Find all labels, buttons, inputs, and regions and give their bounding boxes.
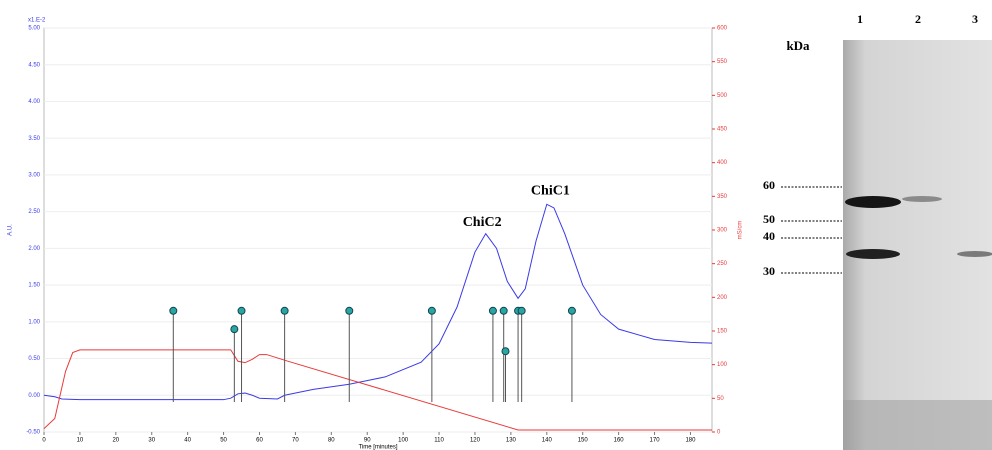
y-tick-label: 2.00	[28, 246, 40, 252]
y2-tick-label: 500	[717, 93, 728, 99]
band	[902, 196, 942, 202]
gel-image	[843, 40, 992, 450]
annotation: ChiC2	[463, 215, 502, 230]
x-tick-label: 70	[292, 438, 299, 444]
x-tick-label: 160	[614, 438, 625, 444]
gel-edge	[843, 400, 992, 450]
figure: kDa -0.50 0.00 0.50 1.00 1.50 2.00 2.50 3.00 3.5…	[0, 0, 992, 450]
y2-tick-label: 300	[717, 228, 728, 234]
y2-tick-label: 550	[717, 59, 728, 65]
marker	[518, 307, 525, 314]
y-tick-label: 0.50	[28, 356, 40, 362]
x-tick-label: 110	[434, 438, 444, 444]
x-tick-label: 50	[220, 438, 227, 444]
lane-label: 2	[915, 12, 921, 26]
x-tick-label: 0	[42, 438, 46, 444]
lane-label: 1	[857, 12, 863, 26]
x-tick-label: 60	[256, 438, 263, 444]
x-tick-label: 180	[685, 438, 696, 444]
y2-tick-label: 150	[717, 329, 728, 335]
gel: kDa	[786, 38, 992, 450]
y-tick-label: 3.50	[28, 136, 40, 142]
x-tick-label: 150	[578, 438, 589, 444]
y2-tick-label: 250	[717, 261, 728, 267]
marker	[489, 307, 496, 314]
y2-tick-label: 600	[717, 26, 728, 32]
y-axis-label: A.U.	[8, 224, 14, 236]
x-axis-label: Time [minutes]	[358, 445, 397, 450]
marker	[231, 326, 238, 333]
band	[957, 251, 992, 257]
band	[845, 196, 901, 208]
x-tick-label: 80	[328, 438, 335, 444]
marker	[238, 307, 245, 314]
band	[846, 249, 900, 259]
series-line	[44, 350, 712, 430]
marker	[281, 307, 288, 314]
y-tick-label: 1.00	[28, 319, 40, 325]
y2-axis-label: mS/cm	[738, 221, 744, 240]
x-tick-label: 90	[364, 438, 371, 444]
x-tick-label: 40	[184, 438, 191, 444]
marker	[502, 348, 509, 355]
y2-tick-label: 350	[717, 194, 728, 200]
mw-label: 40	[763, 229, 775, 243]
x-tick-label: 120	[470, 438, 481, 444]
plot-area	[44, 28, 712, 432]
x-tick-label: 20	[112, 438, 119, 444]
gel-unit: kDa	[786, 38, 810, 53]
marker	[568, 307, 575, 314]
x-tick-label: 130	[506, 438, 517, 444]
y-tick-label: 5.00	[28, 26, 40, 32]
marker	[346, 307, 353, 314]
y-tick-label: 1.50	[28, 283, 40, 289]
mw-label: 30	[763, 264, 775, 278]
lane-label: 3	[972, 12, 978, 26]
x-tick-label: 100	[398, 438, 409, 444]
annotation: ChiC1	[531, 183, 570, 198]
x-tick-label: 10	[77, 438, 84, 444]
series-line	[44, 204, 712, 399]
y2-tick-label: 400	[717, 160, 728, 166]
x-tick-label: 170	[650, 438, 661, 444]
y2-tick-label: 0	[717, 430, 721, 436]
marker	[500, 307, 507, 314]
y-tick-label: 4.00	[28, 99, 40, 105]
marker	[170, 307, 177, 314]
x-tick-label: 140	[542, 438, 553, 444]
mw-label: 60	[763, 178, 775, 192]
y2-tick-label: 450	[717, 127, 728, 133]
marker	[428, 307, 435, 314]
y-tick-label: 0.00	[28, 393, 40, 399]
y-multiplier: x1.E-2	[28, 18, 46, 24]
y2-tick-label: 50	[717, 396, 724, 402]
y2-tick-label: 100	[717, 362, 728, 368]
mw-label: 50	[763, 212, 775, 226]
y-tick-label: 3.00	[28, 172, 40, 178]
y2-tick-label: 200	[717, 295, 728, 301]
y-tick-label: -0.50	[26, 430, 40, 436]
y-tick-label: 2.50	[28, 209, 40, 215]
x-tick-label: 30	[148, 438, 155, 444]
y-tick-label: 4.50	[28, 62, 40, 68]
